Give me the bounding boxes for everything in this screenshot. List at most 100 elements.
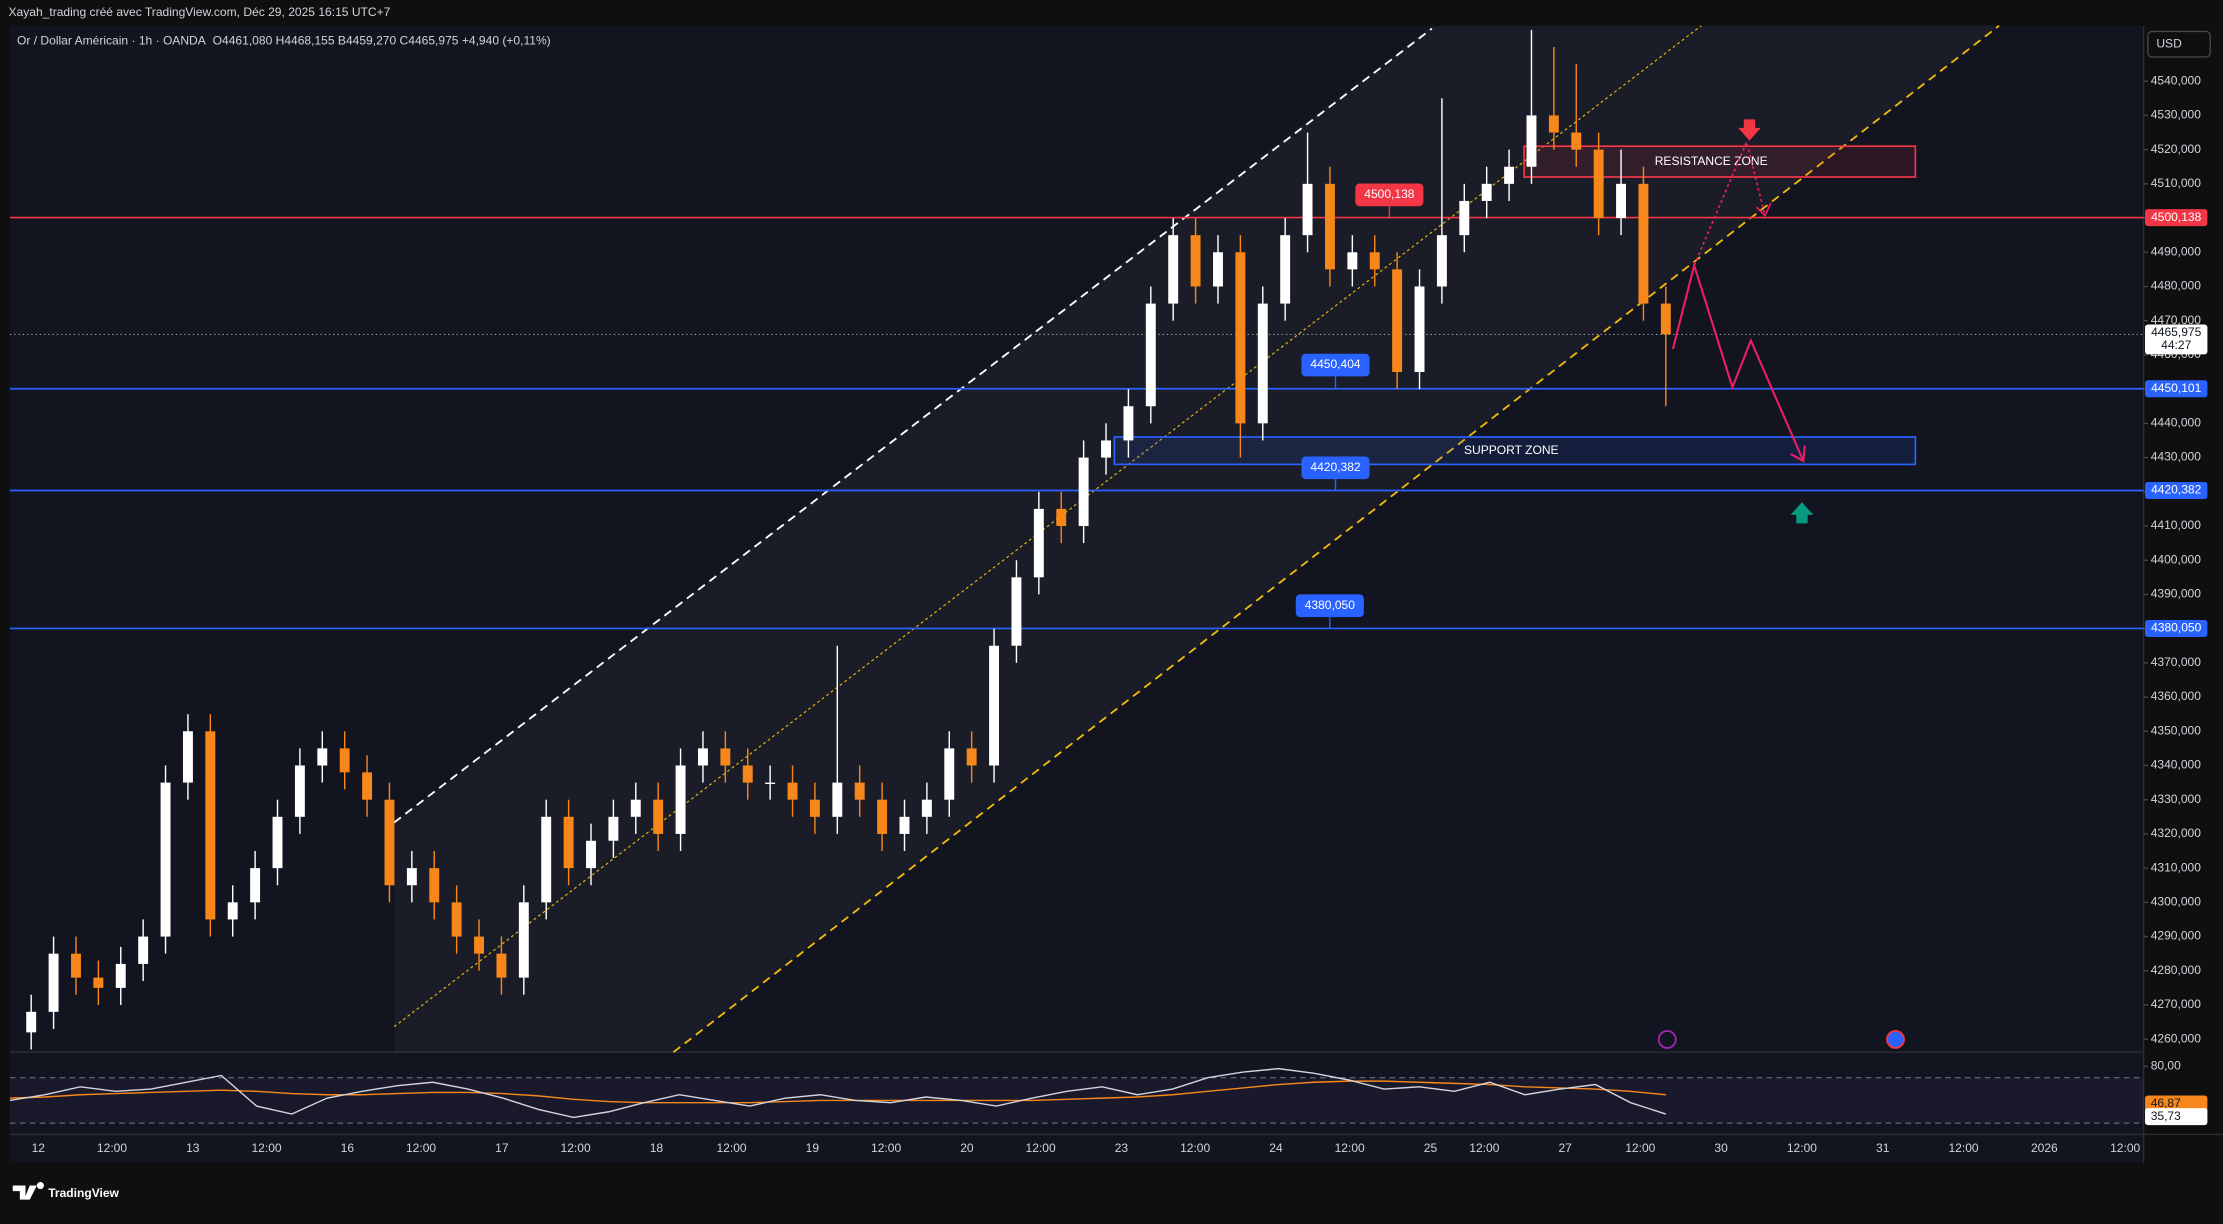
candle-body <box>362 772 373 800</box>
candle-body <box>1302 183 1313 236</box>
level-axis-label: 4420,382 <box>2151 483 2202 497</box>
y-tick-label: 4540,000 <box>2151 73 2202 87</box>
up-arrow-icon <box>1790 502 1814 524</box>
channel-lower <box>672 25 2000 1053</box>
candle-body <box>474 936 484 954</box>
y-tick-label: 4260,000 <box>2151 1031 2202 1045</box>
candle-body <box>675 765 686 834</box>
y-tick-label: 4530,000 <box>2151 108 2202 122</box>
candle-body <box>138 936 149 964</box>
x-tick-label: 20 <box>960 1141 974 1155</box>
candle-body <box>1526 115 1537 167</box>
candle-body <box>227 902 238 920</box>
candle-body <box>160 782 171 937</box>
level-badge <box>2145 481 2208 499</box>
candle-body <box>1459 200 1470 236</box>
candle-body <box>1078 457 1089 526</box>
y-tick-label: 4340,000 <box>2151 758 2202 772</box>
candle-body <box>1257 303 1268 424</box>
level-tag: 4450,404 <box>1310 357 1361 371</box>
currency[interactable]: USD <box>2156 36 2182 50</box>
candle-body <box>1660 303 1671 335</box>
candle-body <box>384 799 395 886</box>
candle-body <box>1548 115 1559 133</box>
candle-body <box>1414 286 1425 373</box>
brand: TradingView <box>48 1186 119 1200</box>
level-tag: 4420,382 <box>1310 460 1361 474</box>
x-tick-label: 12:00 <box>97 1141 127 1155</box>
plot: 4260,000 4270,000 4280,000 4290,000 4300,000… <box>9 25 2208 1155</box>
y-tick-label: 4270,000 <box>2151 997 2202 1011</box>
level-axis-label: 4500,138 <box>2151 210 2202 224</box>
candle-body <box>787 782 798 800</box>
x-tick-label: 2026 <box>2031 1141 2058 1155</box>
rsi-line <box>9 1067 1667 1119</box>
zone <box>1113 436 1917 466</box>
y-tick-label: 4440,000 <box>2151 416 2202 430</box>
candle-body <box>765 782 776 785</box>
zone-label: SUPPORT ZONE <box>1464 443 1559 457</box>
candle-body <box>406 868 417 886</box>
candle-body <box>26 1011 37 1033</box>
level-tag-box <box>1301 456 1370 480</box>
candle-body <box>1033 508 1044 578</box>
ohlc: O4461,080 H4468,155 B4459,270 C4465,975 … <box>213 34 551 48</box>
currency-box[interactable] <box>2147 30 2211 58</box>
x-tick-label: 27 <box>1558 1141 1572 1155</box>
candle-body <box>317 748 328 766</box>
candle-body <box>451 902 462 937</box>
candle-body <box>1481 183 1492 201</box>
candle-body <box>496 953 507 978</box>
candle-body <box>1213 252 1223 287</box>
x-tick-label: 24 <box>1269 1141 1283 1155</box>
countdown: 44:27 <box>2161 338 2191 352</box>
candle-body <box>608 816 619 841</box>
flag-icon <box>1886 1030 1905 1049</box>
y-tick-label: 4280,000 <box>2151 963 2202 977</box>
candle-body <box>541 816 552 903</box>
rsi-band-fill <box>9 1077 2144 1124</box>
candle-body <box>272 816 283 869</box>
candle-body <box>1571 132 1582 150</box>
x-tick-label: 12:00 <box>406 1141 436 1155</box>
candle-body <box>1616 183 1627 219</box>
candle-body <box>1638 183 1649 304</box>
y-tick-label: 4430,000 <box>2151 450 2202 464</box>
candle-body <box>989 645 1000 766</box>
x-tick-label: 12:00 <box>1026 1141 1056 1155</box>
candle-body <box>250 868 261 903</box>
candle-body <box>1235 252 1246 424</box>
zone <box>1523 145 1917 178</box>
x-tick-label: 12:00 <box>716 1141 746 1155</box>
candle-body <box>1392 269 1403 373</box>
y-tick-label: 4320,000 <box>2151 826 2202 840</box>
candle-body <box>877 799 888 834</box>
y-tick-label: 4300,000 <box>2151 895 2202 909</box>
candle-body <box>854 782 865 800</box>
x-tick-label: 18 <box>650 1141 664 1155</box>
rsi-tick-label: 80,00 <box>2151 1059 2181 1073</box>
projection-head <box>1790 445 1806 463</box>
candle-body <box>71 953 81 978</box>
x-tick-label: 12:00 <box>1948 1141 1978 1155</box>
candle-body <box>630 799 641 817</box>
candle-body <box>653 799 664 834</box>
candle-body <box>1011 577 1022 646</box>
y-tick-label: 4290,000 <box>2151 929 2202 943</box>
candle-body <box>809 799 820 817</box>
level-tag: 4500,138 <box>1364 187 1415 201</box>
level-axis-label: 4380,050 <box>2151 621 2202 635</box>
x-tick-label: 12 <box>32 1141 46 1155</box>
x-tick-label: 25 <box>1424 1141 1438 1155</box>
level-badge <box>2145 209 2208 227</box>
candle-body <box>1593 149 1604 219</box>
x-tick-label: 12:00 <box>2110 1141 2140 1155</box>
x-tick-label: 12:00 <box>1469 1141 1499 1155</box>
candle-body <box>1324 183 1335 270</box>
x-tick-label: 12:00 <box>1180 1141 1210 1155</box>
candle-body <box>294 765 305 817</box>
candle-body <box>1123 406 1134 441</box>
current-price-label: 4465,975 <box>2151 325 2202 339</box>
